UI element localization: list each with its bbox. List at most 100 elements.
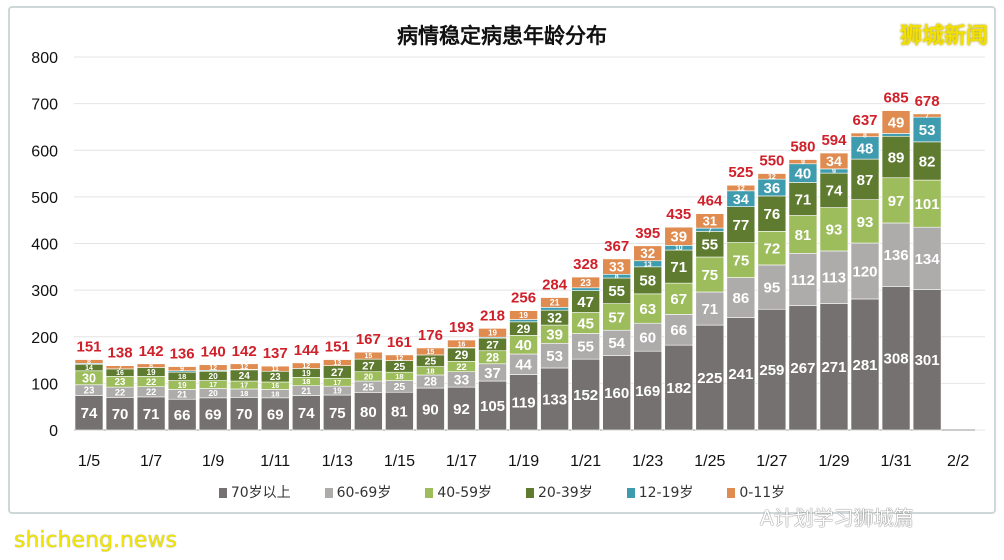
bar-segment [633, 266, 663, 295]
segment-label: 101 [915, 196, 940, 213]
y-tick-label: 400 [31, 237, 58, 254]
bar-segment [881, 133, 911, 137]
segment-label: 19 [147, 368, 156, 377]
segment-label: 13 [644, 261, 652, 268]
bar-segment [74, 395, 104, 431]
bar-segment [912, 179, 942, 228]
legend-label: 40-59岁 [437, 485, 493, 501]
bar-segment [385, 391, 414, 431]
bar-segment [726, 184, 756, 192]
bar-segment [416, 387, 445, 431]
bar-segment [602, 355, 631, 431]
segment-label: 70 [112, 406, 129, 423]
bar-segment [571, 333, 600, 360]
segment-label: 152 [573, 387, 598, 404]
total-label: 395 [635, 225, 660, 242]
bar-segment [540, 342, 569, 369]
segment-label: 22 [115, 388, 125, 398]
segment-label: 23 [270, 372, 281, 383]
x-tick-label: 1/27 [756, 453, 787, 470]
segment-label: 16 [116, 370, 124, 377]
segment-label: 97 [888, 193, 905, 210]
segment-label: 25 [394, 362, 406, 373]
legend: 70岁以上 60-69岁 40-59岁 20-39岁 12-19岁 0-11岁 [0, 482, 1004, 502]
x-tick-label: 2/2 [947, 453, 969, 470]
segment-label: 7 [925, 113, 929, 120]
y-tick-label: 700 [31, 97, 58, 114]
segment-label: 39 [546, 327, 563, 344]
bar-segment [198, 397, 228, 431]
segment-label: 17 [333, 379, 341, 387]
segment-label: 55 [577, 339, 594, 356]
segment-label: 120 [852, 263, 877, 280]
segment-label: 133 [542, 391, 567, 408]
total-label: 256 [511, 290, 536, 307]
bar-segment [323, 359, 352, 366]
bar-segment [540, 297, 569, 308]
segment-label: 82 [919, 153, 936, 170]
segment-label: 29 [455, 348, 469, 362]
wechat-watermark: A计划学习狮城篇 [760, 506, 914, 530]
bar-segment [788, 252, 818, 306]
segment-label: 80 [360, 404, 377, 421]
segment-label: 58 [639, 273, 656, 290]
y-tick-label: 100 [31, 376, 58, 393]
segment-label: 160 [604, 385, 629, 402]
segment-label: 81 [795, 227, 812, 244]
segment-label: 14 [85, 365, 93, 372]
total-label: 464 [697, 193, 723, 210]
bar-segment [850, 199, 880, 244]
segment-label: 44 [515, 357, 532, 374]
segment-label: 28 [486, 351, 500, 364]
segment-label: 71 [670, 259, 687, 276]
bar-segment [881, 110, 911, 134]
segment-label: 113 [822, 270, 846, 287]
total-label: 284 [542, 277, 568, 294]
bar-segment [881, 177, 911, 224]
bar-segment [912, 226, 942, 290]
segment-label: 19 [519, 311, 528, 320]
bar-segment [136, 363, 166, 368]
segment-label: 12 [396, 355, 404, 362]
segment-label: 63 [639, 301, 656, 318]
total-label: 218 [480, 307, 505, 324]
segment-label: 169 [635, 383, 660, 400]
segment-label: 112 [791, 272, 815, 289]
segment-label: 33 [609, 259, 625, 275]
segment-label: 7 [118, 365, 122, 372]
bar-segment [726, 277, 756, 318]
x-tick-label: 1/21 [570, 453, 601, 470]
segment-label: 69 [205, 406, 222, 423]
legend-label: 20-39岁 [538, 485, 593, 501]
segment-label: 76 [764, 206, 781, 223]
segment-label: 22 [146, 377, 156, 387]
bar-segment [602, 329, 631, 356]
bar-segment [664, 249, 694, 284]
segment-label: 57 [608, 309, 625, 326]
x-tick-label: 1/19 [508, 453, 539, 470]
x-tick-label: 1/11 [260, 453, 290, 470]
segment-label: 27 [486, 340, 499, 352]
segment-label: 10 [675, 245, 683, 252]
segment-label: 39 [670, 229, 687, 246]
segment-label: 281 [852, 357, 877, 374]
segment-label: 87 [857, 172, 874, 189]
segment-label: 53 [919, 122, 936, 139]
total-label: 193 [449, 319, 474, 336]
segment-label: 16 [271, 383, 279, 390]
segment-label: 81 [391, 404, 408, 421]
y-tick-label: 300 [31, 283, 58, 300]
bar-segment [416, 347, 445, 356]
bar-segment [664, 226, 694, 246]
segment-label: 71 [143, 406, 160, 423]
bar-segment [788, 215, 818, 254]
bar-segment [291, 395, 321, 431]
segment-label: 22 [456, 362, 466, 372]
bar-segment [260, 365, 290, 372]
segment-label: 49 [888, 114, 905, 131]
segment-label: 241 [728, 366, 753, 383]
x-tick-label: 1/5 [78, 453, 100, 470]
segment-label: 25 [425, 357, 437, 368]
segment-label: 75 [701, 267, 718, 284]
chart-frame[interactable] [8, 6, 996, 514]
